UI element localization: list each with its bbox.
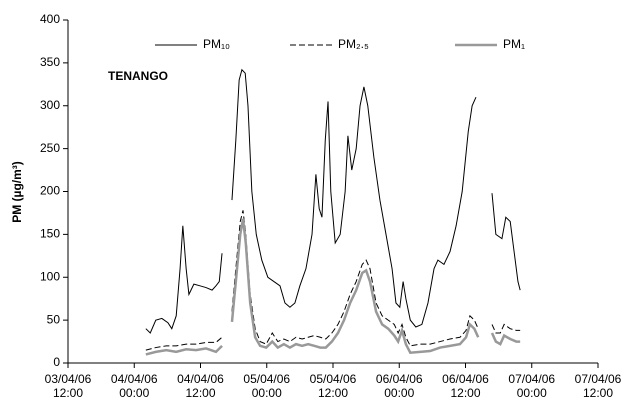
y-tick-label: 0 (53, 355, 60, 369)
y-tick-label: 250 (40, 141, 60, 155)
y-tick-label: 100 (40, 269, 60, 283)
y-tick-label: 300 (40, 98, 60, 112)
legend-label: PM₂.₅ (338, 37, 369, 51)
y-tick-label: 200 (40, 184, 60, 198)
x-tick-label: 06/04/06 12:00 (442, 372, 489, 400)
x-tick-label: 03/04/06 12:00 (44, 372, 92, 400)
y-axis-label: PM (µg/m³) (10, 161, 24, 223)
x-tick-label: 07/04/06 12:00 (574, 372, 622, 400)
y-tick-label: 150 (40, 227, 60, 241)
y-tick-label: 400 (40, 12, 60, 26)
x-tick-label: 05/04/06 00:00 (243, 372, 291, 400)
y-tick-label: 350 (40, 55, 60, 69)
x-tick-label: 06/04/06 00:00 (375, 372, 423, 400)
x-tick-label: 05/04/06 12:00 (309, 372, 357, 400)
series-line (145, 68, 521, 334)
x-tick-label: 07/04/06 00:00 (508, 372, 556, 400)
x-tick-label: 04/04/06 12:00 (177, 372, 224, 400)
series-line (145, 218, 521, 356)
y-tick-label: 50 (47, 312, 61, 326)
legend-label: PM₁₀ (203, 37, 230, 51)
x-tick-label: 04/04/06 00:00 (110, 372, 158, 400)
series-line (145, 210, 521, 351)
legend-label: PM₁ (503, 37, 525, 51)
annotation: TENANGO (108, 69, 168, 83)
